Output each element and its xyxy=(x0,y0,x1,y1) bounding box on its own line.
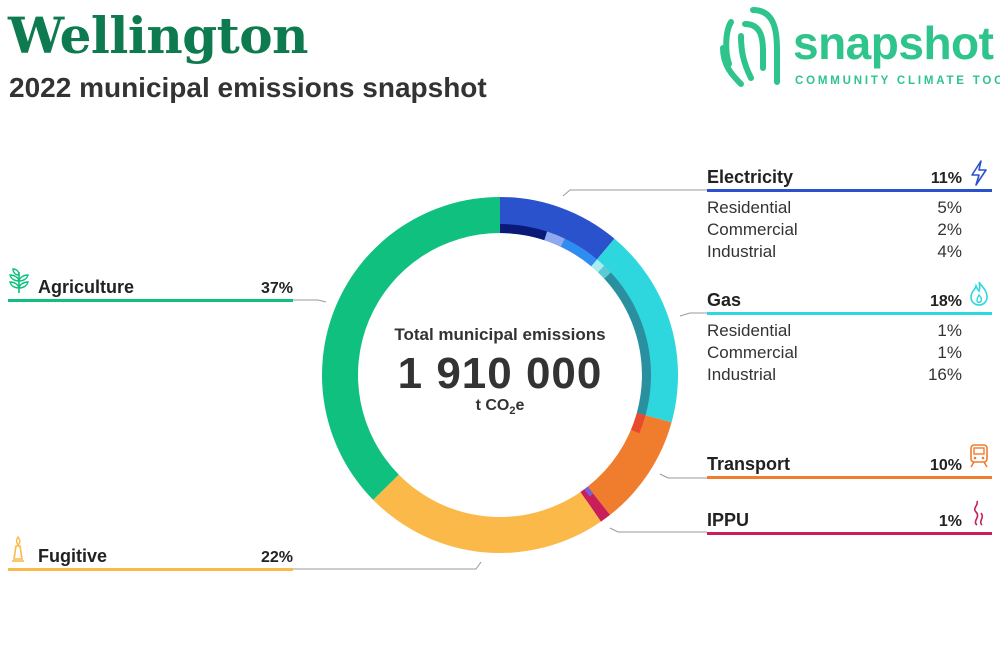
subsector-row: Residential 5% xyxy=(707,198,962,217)
subsector-row: Industrial 16% xyxy=(707,365,962,384)
fingerprint-logo-icon xyxy=(720,7,780,87)
inner-ring xyxy=(500,224,651,500)
sector-label-gas: Gas xyxy=(707,290,742,310)
leader-line-agriculture xyxy=(293,299,327,303)
train-icon xyxy=(970,444,988,468)
total-emissions: Total municipal emissions 1 910 000 t CO… xyxy=(360,325,640,417)
donut-slice-transport xyxy=(587,412,672,515)
subsector-row: Industrial 4% xyxy=(707,242,962,261)
page-subtitle: 2022 municipal emissions snapshot xyxy=(9,72,487,103)
sector-pct-agriculture: 37% xyxy=(260,280,293,297)
logo-tagline: COMMUNITY CLIMATE TOOL xyxy=(795,75,1000,87)
total-label: Total municipal emissions xyxy=(394,325,606,344)
leader-line-ippu xyxy=(609,527,707,533)
flare-icon xyxy=(12,535,24,562)
sector-pct-gas: 18% xyxy=(929,293,962,310)
panel-electricity: Electricity 11% Residential 5% Commercial… xyxy=(707,160,992,276)
smoke-icon xyxy=(973,500,984,526)
subsector-row: Commercial 1% xyxy=(707,343,962,362)
donut-subslice-transport-1 xyxy=(587,429,640,494)
sector-pct-transport: 10% xyxy=(929,457,962,474)
donut-subslice-gas-0 xyxy=(591,259,605,273)
sector-bar-transport xyxy=(707,476,992,479)
donut-slice-electricity xyxy=(500,197,615,267)
sector-label-transport: Transport xyxy=(707,454,791,474)
flame-icon xyxy=(970,281,988,306)
sector-bar-fugitive xyxy=(8,568,293,571)
donut-subslice-gas-2 xyxy=(604,272,651,416)
panel-fugitive: Fugitive 22% xyxy=(8,535,293,575)
donut-subslice-ippu-0 xyxy=(584,486,594,497)
logo-wordmark: snapshot xyxy=(793,17,994,69)
donut-subslice-electricity-1 xyxy=(544,231,565,247)
subsector-row: Residential 1% xyxy=(707,321,962,340)
donut-slice-fugitive xyxy=(373,474,601,553)
sector-pct-electricity: 11% xyxy=(930,170,962,187)
sector-bar-electricity xyxy=(707,189,992,192)
panel-ippu: IPPU 1% xyxy=(707,500,992,539)
sector-pct-ippu: 1% xyxy=(938,513,962,530)
panel-transport: Transport 10% xyxy=(707,444,992,483)
sector-pct-fugitive: 22% xyxy=(260,549,293,566)
page-title: Wellington xyxy=(8,6,308,65)
lightning-icon xyxy=(971,160,987,186)
donut-subslice-electricity-2 xyxy=(561,238,598,267)
subsector-row: Commercial 2% xyxy=(707,220,962,239)
total-unit: t CO2e xyxy=(475,397,525,418)
leader-line-gas xyxy=(679,312,707,317)
sector-bar-ippu xyxy=(707,532,992,535)
sector-label-fugitive: Fugitive xyxy=(38,546,108,566)
sector-label-electricity: Electricity xyxy=(707,167,794,187)
total-value: 1 910 000 xyxy=(397,349,603,398)
leader-lines xyxy=(293,189,707,570)
leader-line-electricity xyxy=(562,189,707,197)
sector-label-ippu: IPPU xyxy=(707,510,750,530)
donut-subslice-transport-0 xyxy=(630,412,646,434)
sector-label-agriculture: Agriculture xyxy=(38,277,135,297)
sprout-icon xyxy=(9,268,29,293)
panel-agriculture: Agriculture 37% xyxy=(8,268,293,306)
leader-line-transport xyxy=(659,473,707,479)
sector-bar-agriculture xyxy=(8,299,293,302)
snapshot-logo[interactable]: snapshot COMMUNITY CLIMATE TOOL xyxy=(715,2,1000,92)
donut-subslice-electricity-0 xyxy=(500,224,548,241)
panel-gas: Gas 18% Residential 1% Commercial 1% Indus… xyxy=(707,281,992,399)
donut-subslice-ippu-1 xyxy=(580,489,590,500)
donut-subslice-gas-1 xyxy=(597,265,611,279)
sector-bar-gas xyxy=(707,312,992,315)
leader-line-fugitive xyxy=(293,561,482,570)
donut-slice-agriculture xyxy=(322,197,500,500)
